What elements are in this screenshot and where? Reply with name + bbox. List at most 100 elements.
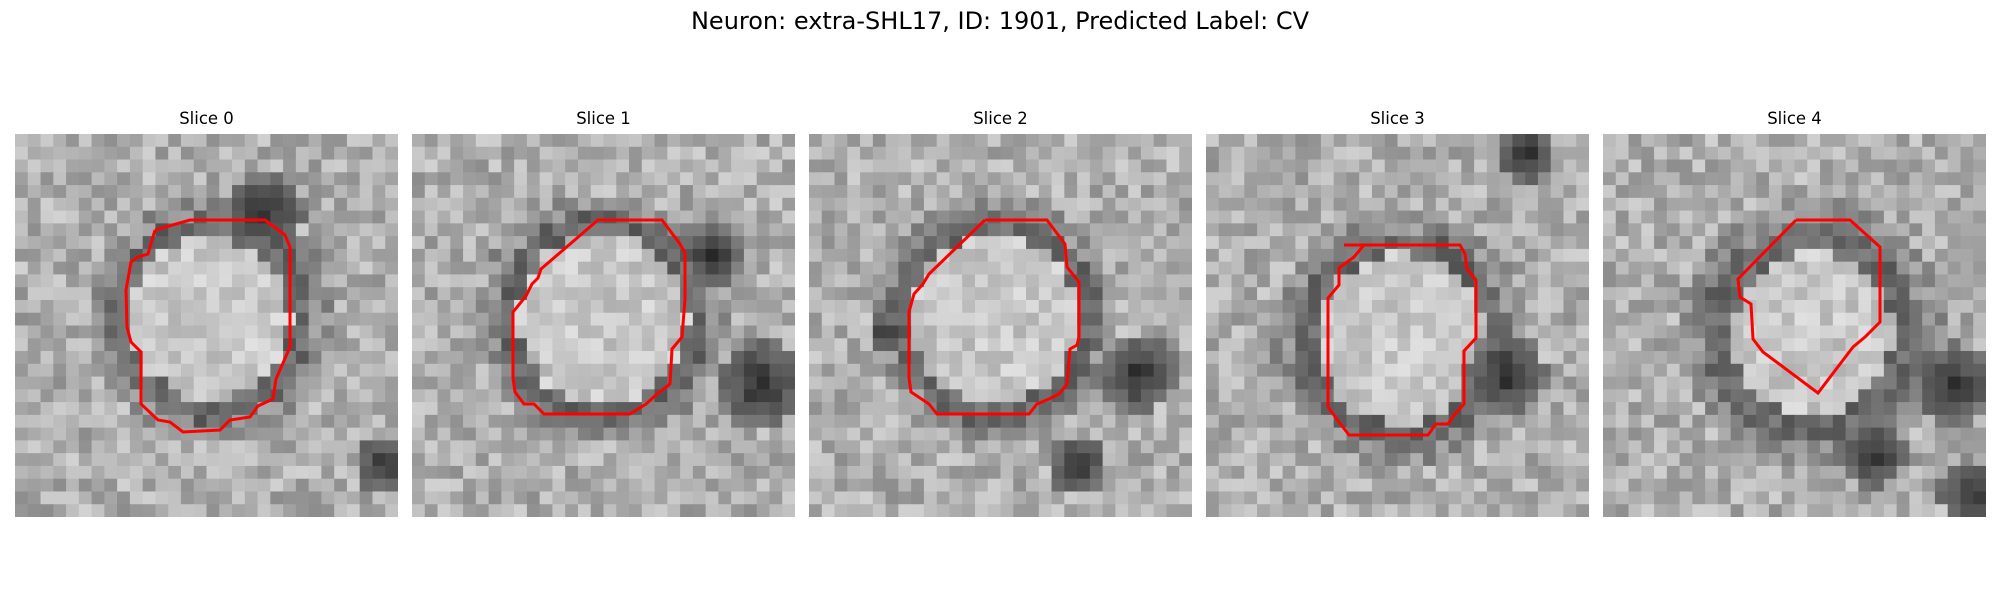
image-pixel xyxy=(1218,261,1233,276)
image-pixel xyxy=(616,427,630,441)
image-pixel xyxy=(911,338,925,352)
image-pixel xyxy=(1308,185,1322,199)
image-pixel xyxy=(1641,223,1655,237)
image-pixel xyxy=(1461,440,1475,454)
image-pixel xyxy=(769,465,783,480)
image-pixel xyxy=(1166,197,1180,212)
image-pixel xyxy=(1603,338,1617,352)
image-pixel xyxy=(1550,363,1565,378)
image-pixel xyxy=(743,236,758,250)
image-pixel xyxy=(15,223,29,237)
image-pixel xyxy=(1308,210,1322,224)
image-pixel xyxy=(692,185,707,199)
image-pixel xyxy=(654,465,668,480)
image-pixel xyxy=(1179,414,1192,429)
image-pixel xyxy=(206,299,220,314)
image-pixel xyxy=(1423,465,1437,480)
image-pixel xyxy=(1128,185,1142,199)
image-pixel xyxy=(1717,223,1732,237)
image-pixel xyxy=(565,172,579,186)
image-pixel xyxy=(1218,287,1233,301)
image-pixel xyxy=(412,172,426,186)
image-pixel xyxy=(1896,210,1910,224)
image-pixel xyxy=(78,402,93,416)
image-pixel xyxy=(1717,325,1732,339)
image-pixel xyxy=(66,453,80,467)
image-pixel xyxy=(860,440,874,454)
image-pixel xyxy=(1320,210,1335,224)
image-pixel xyxy=(718,134,732,148)
image-pixel xyxy=(1550,402,1565,416)
image-pixel xyxy=(27,287,42,301)
image-pixel xyxy=(1499,465,1513,480)
image-pixel xyxy=(129,134,144,148)
image-pixel xyxy=(1883,351,1898,365)
image-pixel xyxy=(40,299,54,314)
image-pixel xyxy=(1077,172,1091,186)
image-pixel xyxy=(27,134,42,148)
image-pixel xyxy=(1218,478,1233,493)
image-pixel xyxy=(1384,134,1399,148)
image-pixel xyxy=(552,389,566,403)
image-pixel xyxy=(424,325,439,339)
image-pixel xyxy=(1423,402,1437,416)
image-pixel xyxy=(1423,274,1437,288)
image-pixel xyxy=(104,312,118,327)
image-pixel xyxy=(206,414,220,429)
image-pixel xyxy=(1756,491,1770,505)
image-pixel xyxy=(1845,504,1859,517)
image-pixel xyxy=(1896,248,1910,263)
image-pixel xyxy=(743,376,758,390)
image-pixel xyxy=(565,491,579,505)
image-pixel xyxy=(539,478,554,493)
image-pixel xyxy=(1218,504,1233,517)
image-pixel xyxy=(1550,453,1565,467)
image-pixel xyxy=(1013,185,1027,199)
image-pixel xyxy=(514,351,528,365)
image-pixel xyxy=(603,172,617,186)
image-pixel xyxy=(1807,478,1821,493)
image-pixel xyxy=(104,351,118,365)
image-pixel xyxy=(1692,325,1706,339)
image-pixel xyxy=(1896,453,1910,467)
image-pixel xyxy=(1128,299,1142,314)
image-pixel xyxy=(334,478,348,493)
image-pixel xyxy=(104,210,118,224)
image-pixel xyxy=(809,210,823,224)
image-pixel xyxy=(1474,440,1488,454)
image-pixel xyxy=(1973,210,1986,224)
image-pixel xyxy=(1486,453,1501,467)
image-pixel xyxy=(552,146,566,161)
image-pixel xyxy=(1333,325,1348,339)
image-pixel xyxy=(923,159,938,173)
image-pixel xyxy=(321,465,335,480)
image-pixel xyxy=(1448,299,1462,314)
image-pixel xyxy=(66,287,80,301)
image-pixel xyxy=(1794,440,1808,454)
image-pixel xyxy=(1537,504,1552,517)
image-pixel xyxy=(1359,172,1373,186)
image-pixel xyxy=(257,261,271,276)
image-pixel xyxy=(1781,351,1796,365)
image-pixel xyxy=(66,134,80,148)
image-pixel xyxy=(1845,185,1859,199)
image-pixel xyxy=(565,134,579,148)
image-pixel xyxy=(15,236,29,250)
image-pixel xyxy=(1179,159,1192,173)
image-pixel xyxy=(782,351,795,365)
image-pixel xyxy=(1384,185,1399,199)
image-pixel xyxy=(1922,248,1936,263)
image-pixel xyxy=(860,338,874,352)
image-pixel xyxy=(1960,478,1974,493)
image-pixel xyxy=(1320,465,1335,480)
image-pixel xyxy=(1269,236,1284,250)
image-pixel xyxy=(117,159,131,173)
image-pixel xyxy=(1038,236,1053,250)
image-pixel xyxy=(78,440,93,454)
image-pixel xyxy=(1756,223,1770,237)
image-pixel xyxy=(1641,146,1655,161)
image-pixel xyxy=(769,159,783,173)
image-pixel xyxy=(501,389,515,403)
image-pixel xyxy=(193,134,208,148)
image-pixel xyxy=(1231,402,1245,416)
